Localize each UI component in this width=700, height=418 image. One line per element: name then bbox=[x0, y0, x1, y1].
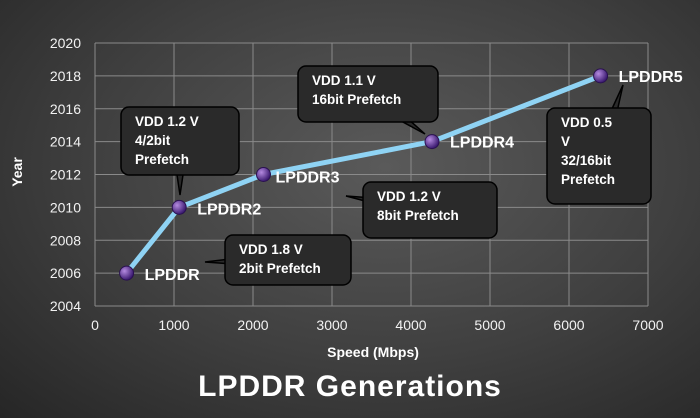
y-tick-label: 2018 bbox=[50, 68, 81, 84]
y-tick-label: 2010 bbox=[50, 199, 81, 215]
callout-lpddr3: VDD 1.2 V 8bit Prefetch bbox=[345, 181, 498, 239]
x-tick-label: 4000 bbox=[395, 317, 426, 333]
data-point-label: LPDDR2 bbox=[197, 201, 261, 218]
callout-lpddr5: VDD 0.5 V 32/16bit Prefetch bbox=[546, 84, 652, 205]
callout-text: VDD 1.1 V bbox=[312, 73, 376, 88]
x-tick-label: 5000 bbox=[474, 317, 505, 333]
y-tick-label: 2014 bbox=[50, 134, 81, 150]
y-tick-label: 2004 bbox=[50, 298, 81, 314]
callout-text: 8bit Prefetch bbox=[377, 208, 459, 223]
callout-lpddr2: VDD 1.2 V 4/2bit Prefetch bbox=[120, 106, 240, 196]
callout-text: VDD 1.2 V bbox=[135, 114, 199, 129]
data-point-label: LPDDR5 bbox=[619, 69, 683, 86]
data-point-marker bbox=[119, 265, 135, 281]
data-point-marker bbox=[424, 134, 440, 150]
x-tick-label: 1000 bbox=[158, 317, 189, 333]
data-point-label: LPDDR4 bbox=[450, 135, 514, 152]
callout-text: VDD 1.2 V bbox=[377, 189, 441, 204]
data-point-marker bbox=[171, 199, 187, 215]
callout-lpddr: VDD 1.8 V 2bit Prefetch bbox=[204, 234, 352, 286]
y-tick-label: 2016 bbox=[50, 101, 81, 117]
data-point-marker bbox=[256, 167, 272, 182]
callout-box bbox=[224, 234, 352, 286]
data-point-label: LPDDR bbox=[145, 267, 201, 284]
x-tick-label: 6000 bbox=[553, 317, 584, 333]
callout-box bbox=[362, 181, 498, 239]
callout-text: Prefetch bbox=[135, 152, 189, 167]
y-tick-label: 2012 bbox=[50, 167, 81, 183]
callout-box bbox=[546, 107, 652, 205]
callout-text: 32/16bit bbox=[561, 153, 612, 168]
x-tick-label: 2000 bbox=[237, 317, 268, 333]
callout-text: VDD 0.5 bbox=[561, 115, 613, 130]
data-point-marker bbox=[593, 68, 609, 84]
callout-text: Prefetch bbox=[561, 172, 615, 187]
y-tick-label: 2006 bbox=[50, 265, 81, 281]
y-tick-label: 2008 bbox=[50, 232, 81, 248]
callout-box bbox=[297, 65, 439, 123]
y-tick-label: 2020 bbox=[50, 35, 81, 51]
callout-lpddr4: VDD 1.1 V 16bit Prefetch bbox=[297, 65, 439, 135]
callout-text: 16bit Prefetch bbox=[312, 92, 401, 107]
x-tick-label: 7000 bbox=[632, 317, 663, 333]
x-tick-label: 0 bbox=[91, 317, 99, 333]
callout-text: VDD 1.8 V bbox=[239, 242, 303, 257]
callout-text: V bbox=[561, 134, 570, 149]
callout-text: 2bit Prefetch bbox=[239, 261, 321, 276]
chart-title: LPDDR Generations bbox=[198, 370, 502, 403]
x-axis-label: Speed (Mbps) bbox=[327, 344, 419, 360]
callout-box bbox=[120, 106, 240, 176]
y-axis-label: Year bbox=[9, 157, 25, 187]
callout-text: 4/2bit bbox=[135, 133, 171, 148]
data-point-label: LPDDR3 bbox=[276, 170, 340, 187]
x-tick-label: 3000 bbox=[316, 317, 347, 333]
